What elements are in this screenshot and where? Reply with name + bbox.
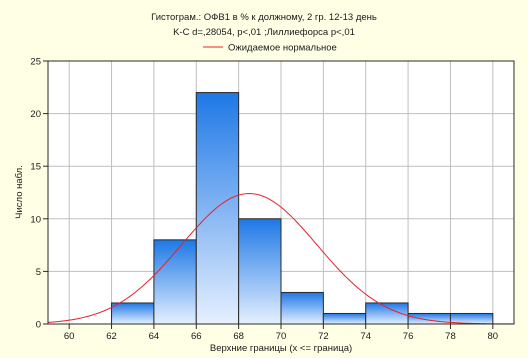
x-tick-label-8: 76 xyxy=(403,331,414,342)
histogram-bar-2 xyxy=(195,92,240,325)
y-tick-label-4: 20 xyxy=(30,109,41,120)
legend-label: Ожидаемое нормальное xyxy=(228,43,337,54)
x-tick-label-3: 66 xyxy=(191,331,202,342)
histogram-bar-0 xyxy=(111,302,155,325)
x-tick-label-4: 68 xyxy=(233,331,244,342)
chart-title-line-1: Гистограм.: ОФВ1 в % к должному, 2 гр. 1… xyxy=(151,12,377,23)
chart-title-line-2: K-C d=,28054, p<,01 ;Лиллиефорса p<,01 xyxy=(173,27,355,38)
x-tick-label-6: 72 xyxy=(318,331,329,342)
x-tick-label-7: 74 xyxy=(360,331,371,342)
histogram-bar-4 xyxy=(280,291,324,325)
y-tick-label-1: 5 xyxy=(36,267,41,278)
y-tick-label-2: 10 xyxy=(30,214,41,225)
y-axis: 0 5 10 15 20 25 xyxy=(30,57,48,331)
x-tick-label-9: 78 xyxy=(445,331,456,342)
x-tick-label-5: 70 xyxy=(276,331,287,342)
x-tick-label-0: 60 xyxy=(64,331,75,342)
x-tick-label-1: 62 xyxy=(106,331,117,342)
y-tick-label-0: 0 xyxy=(36,320,41,331)
normal-curve xyxy=(47,193,515,325)
y-tick-label-5: 25 xyxy=(30,57,41,68)
histogram-bar-7 xyxy=(407,312,451,325)
y-axis-label: Число набл. xyxy=(14,165,25,219)
histogram-bar-5 xyxy=(322,312,367,325)
x-axis-label: Верхние границы (x <= граница) xyxy=(210,343,352,354)
y-tick-label-3: 15 xyxy=(30,162,41,173)
x-axis: 60 62 64 66 68 70 72 74 76 78 80 xyxy=(64,324,498,342)
x-tick-label-10: 80 xyxy=(488,331,499,342)
histogram-bar-3 xyxy=(238,218,282,325)
histogram-bars xyxy=(111,92,494,325)
legend: Ожидаемое нормальное xyxy=(203,43,337,54)
histogram-bar-1 xyxy=(153,239,197,325)
x-tick-label-2: 64 xyxy=(149,331,160,342)
